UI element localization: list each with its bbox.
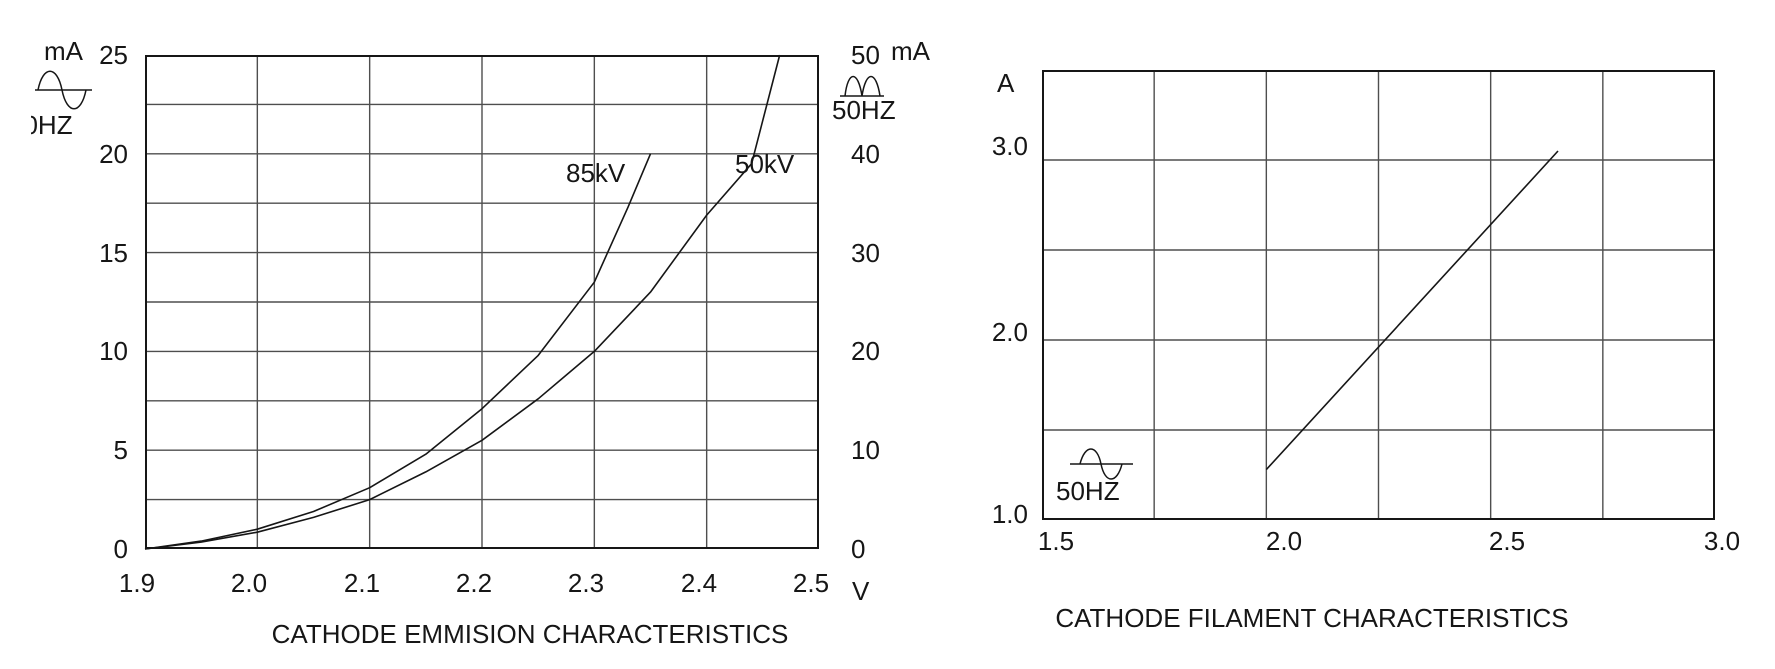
right-axis-waveform-frequency: 50HZ bbox=[832, 95, 896, 125]
filament-plot-area bbox=[1042, 70, 1715, 520]
x-tick: 1.9 bbox=[118, 568, 156, 598]
y-tick-right: 20 bbox=[851, 336, 880, 366]
y-tick: 2.0 bbox=[991, 317, 1028, 347]
plot-border bbox=[145, 55, 819, 549]
y-axis-unit: A bbox=[997, 68, 1015, 98]
curve-label-85kv: 85kV bbox=[566, 158, 626, 188]
y-tick: 1.0 bbox=[991, 499, 1028, 529]
x-tick: 2.5 bbox=[792, 568, 830, 598]
x-tick: 2.0 bbox=[1265, 526, 1303, 556]
waveform-frequency: 50HZ bbox=[1056, 476, 1120, 506]
emission-chart-title: CATHODE EMMISION CHARACTERISTICS bbox=[271, 619, 789, 649]
x-tick: 2.2 bbox=[455, 568, 493, 598]
left-axis-waveform-frequency-clipped: 50HZ bbox=[31, 111, 73, 140]
x-axis-unit: V bbox=[852, 576, 870, 606]
y-tick: 3.0 bbox=[991, 131, 1028, 161]
y-tick-right: 0 bbox=[851, 534, 866, 564]
curve-label-50kv: 50kV bbox=[735, 149, 795, 179]
curve-50kV bbox=[144, 54, 781, 550]
y-tick-left: 0 bbox=[113, 534, 128, 564]
curve-series0 bbox=[1265, 150, 1559, 471]
x-tick: 2.3 bbox=[567, 568, 605, 598]
x-tick: 2.4 bbox=[680, 568, 718, 598]
right-axis-unit: mA bbox=[891, 36, 930, 66]
sine-wave-icon bbox=[35, 70, 92, 110]
y-tick-right: 30 bbox=[851, 238, 880, 268]
x-tick: 2.5 bbox=[1488, 526, 1526, 556]
y-tick-left: 20 bbox=[99, 139, 128, 169]
y-tick-right: 10 bbox=[851, 435, 880, 465]
y-tick-right: 40 bbox=[851, 139, 880, 169]
sine-wave-icon bbox=[1070, 448, 1133, 480]
y-tick-right: 50 bbox=[851, 40, 880, 70]
x-tick: 1.5 bbox=[1037, 526, 1075, 556]
y-tick-left: 15 bbox=[99, 238, 128, 268]
left-axis-unit: mA bbox=[44, 36, 83, 66]
plot-border bbox=[1042, 70, 1715, 520]
y-tick-left: 5 bbox=[113, 435, 128, 465]
curve-85kV bbox=[144, 153, 652, 550]
filament-chart-title: CATHODE FILAMENT CHARACTERISTICS bbox=[1055, 603, 1569, 633]
y-tick-left: 10 bbox=[99, 336, 128, 366]
x-tick: 2.0 bbox=[230, 568, 268, 598]
full-wave-rectified-icon bbox=[840, 75, 884, 97]
y-tick-left: 25 bbox=[99, 40, 128, 70]
emission-plot-area bbox=[144, 54, 819, 550]
x-tick: 3.0 bbox=[1703, 526, 1741, 556]
x-tick: 2.1 bbox=[343, 568, 381, 598]
